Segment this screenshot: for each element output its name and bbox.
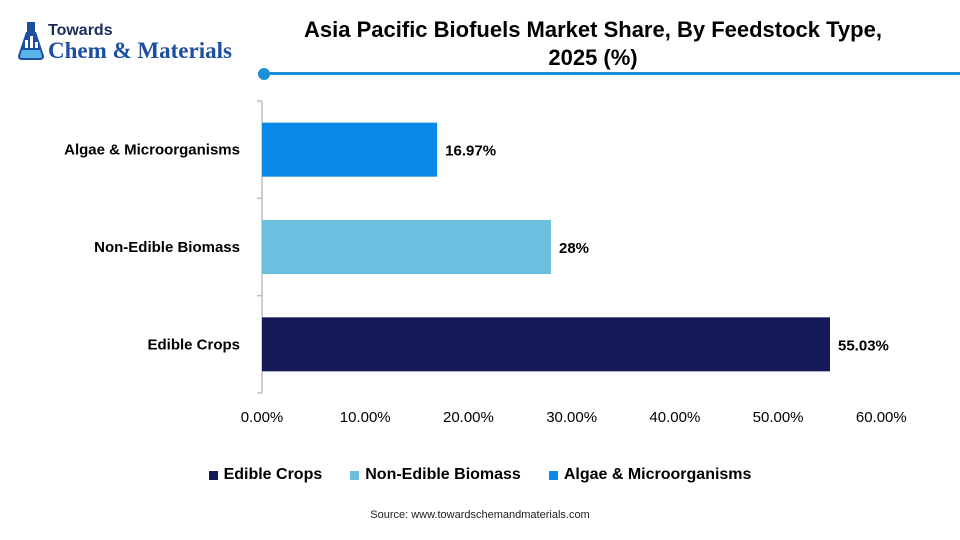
legend-swatch-1	[350, 470, 360, 480]
logo-towards-text: Towards	[48, 22, 113, 39]
chart-legend: Edible Crops Non-Edible Biomass Algae & Mi…	[0, 466, 960, 484]
legend-swatch-2	[548, 470, 558, 480]
value-label-2: 55.03%	[838, 337, 889, 354]
source-note: Source: www.towardschemandmaterials.com	[370, 509, 590, 521]
legend-label-0: Edible Crops	[223, 466, 323, 483]
x-tick-label-0: 0.00%	[241, 409, 284, 426]
legend-item-0: Edible Crops	[208, 466, 323, 484]
legend-label-2: Algae & Microorganisms	[563, 466, 752, 483]
bar-0	[262, 122, 438, 177]
legend-item-2: Algae & Microorganisms	[548, 466, 752, 484]
bar-1	[262, 220, 552, 274]
legend-item-1: Non-Edible Biomass	[350, 466, 521, 484]
flask-icon	[18, 22, 44, 60]
category-label-2: Edible Crops	[147, 336, 240, 353]
brand-logo: Towards Chem & Materials	[12, 12, 252, 68]
chart-title: Asia Pacific Biofuels Market Share, By F…	[270, 16, 916, 72]
bar-2	[262, 317, 830, 372]
x-tick-label-5: 50.00%	[753, 409, 804, 426]
legend-label-1: Non-Edible Biomass	[365, 466, 521, 483]
chart-title-line1: Asia Pacific Biofuels Market Share, By F…	[304, 17, 882, 42]
x-tick-label-4: 40.00%	[649, 409, 700, 426]
chart-title-line2: 2025 (%)	[548, 45, 638, 70]
value-label-0: 16.97%	[445, 143, 496, 160]
category-label-0: Algae & Microorganisms	[64, 142, 240, 159]
title-divider	[258, 72, 960, 75]
x-tick-label-1: 10.00%	[340, 409, 391, 426]
x-tick-label-6: 60.00%	[856, 409, 907, 426]
x-tick-label-3: 30.00%	[546, 409, 597, 426]
logo-brand-text: Chem & Materials	[48, 38, 232, 63]
x-tick-label-2: 20.00%	[443, 409, 494, 426]
legend-swatch-0	[208, 470, 218, 480]
value-label-1: 28%	[559, 240, 589, 257]
category-label-1: Non-Edible Biomass	[94, 239, 240, 256]
title-divider-dot	[258, 68, 270, 80]
